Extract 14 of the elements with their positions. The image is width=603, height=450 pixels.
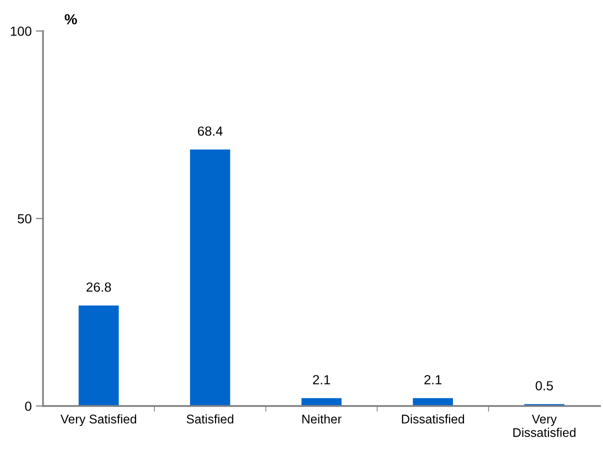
data-label: 68.4 — [198, 126, 223, 136]
x-tick-label: Satisfied — [186, 414, 234, 424]
y-tick-label: 100 — [10, 26, 32, 36]
x-tick-label: Very Satisfied — [60, 414, 136, 426]
x-tick-label: Very Dissatisfied — [513, 414, 576, 437]
data-label: 2.1 — [424, 375, 442, 384]
x-tick-label: Neither — [302, 414, 342, 424]
data-label: 2.1 — [312, 375, 330, 384]
y-axis-title: % — [64, 14, 77, 24]
y-tick-label: 0 — [25, 402, 32, 411]
x-tick-label: Dissatisfied — [402, 414, 464, 424]
y-tick-label: 50 — [18, 214, 32, 224]
data-label: 0.5 — [536, 381, 553, 390]
data-label: 26.8 — [86, 282, 111, 292]
